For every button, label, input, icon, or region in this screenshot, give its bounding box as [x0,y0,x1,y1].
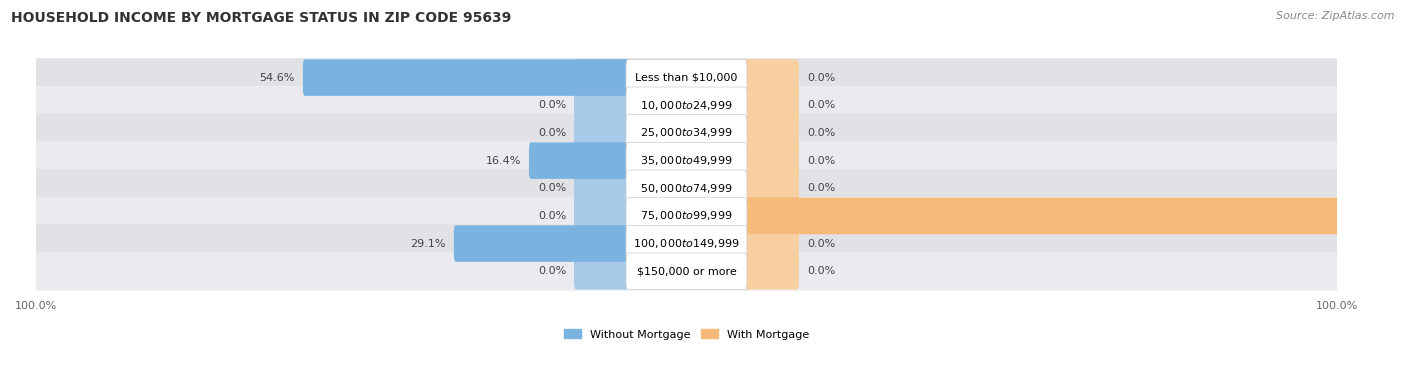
Text: HOUSEHOLD INCOME BY MORTGAGE STATUS IN ZIP CODE 95639: HOUSEHOLD INCOME BY MORTGAGE STATUS IN Z… [11,11,512,25]
Text: Source: ZipAtlas.com: Source: ZipAtlas.com [1277,11,1395,21]
FancyBboxPatch shape [34,58,1339,97]
Text: 0.0%: 0.0% [807,73,835,83]
Text: 100.0%: 100.0% [1347,211,1392,221]
FancyBboxPatch shape [529,143,630,179]
Text: $35,000 to $49,999: $35,000 to $49,999 [640,154,733,167]
FancyBboxPatch shape [742,115,799,151]
Text: 29.1%: 29.1% [411,239,446,248]
Text: 0.0%: 0.0% [807,266,835,276]
FancyBboxPatch shape [34,113,1339,152]
Text: 16.4%: 16.4% [485,156,522,166]
FancyBboxPatch shape [454,225,630,262]
FancyBboxPatch shape [574,253,630,290]
FancyBboxPatch shape [34,141,1339,180]
Text: Less than $10,000: Less than $10,000 [636,73,738,83]
FancyBboxPatch shape [626,59,747,96]
FancyBboxPatch shape [626,253,747,290]
FancyBboxPatch shape [742,198,1339,234]
FancyBboxPatch shape [742,225,799,262]
FancyBboxPatch shape [302,59,630,96]
Text: $25,000 to $34,999: $25,000 to $34,999 [640,126,733,139]
Text: 0.0%: 0.0% [538,183,567,193]
FancyBboxPatch shape [626,225,747,262]
Legend: Without Mortgage, With Mortgage: Without Mortgage, With Mortgage [560,325,814,344]
FancyBboxPatch shape [742,59,799,96]
FancyBboxPatch shape [574,170,630,207]
FancyBboxPatch shape [34,224,1339,263]
FancyBboxPatch shape [574,115,630,151]
Text: 0.0%: 0.0% [807,156,835,166]
FancyBboxPatch shape [574,59,630,96]
FancyBboxPatch shape [742,198,799,234]
FancyBboxPatch shape [34,169,1339,208]
Text: $100,000 to $149,999: $100,000 to $149,999 [633,237,740,250]
FancyBboxPatch shape [574,225,630,262]
FancyBboxPatch shape [34,86,1339,125]
FancyBboxPatch shape [34,196,1339,235]
FancyBboxPatch shape [574,143,630,179]
Text: 0.0%: 0.0% [807,100,835,110]
FancyBboxPatch shape [626,115,747,151]
FancyBboxPatch shape [626,198,747,234]
Text: $10,000 to $24,999: $10,000 to $24,999 [640,99,733,112]
FancyBboxPatch shape [742,87,799,124]
Text: 0.0%: 0.0% [538,211,567,221]
Text: 0.0%: 0.0% [807,239,835,248]
FancyBboxPatch shape [574,87,630,124]
Text: 0.0%: 0.0% [538,266,567,276]
Text: $75,000 to $99,999: $75,000 to $99,999 [640,209,733,222]
FancyBboxPatch shape [626,143,747,179]
Text: $150,000 or more: $150,000 or more [637,266,737,276]
FancyBboxPatch shape [626,87,747,124]
FancyBboxPatch shape [34,252,1339,291]
FancyBboxPatch shape [742,170,799,207]
Text: 0.0%: 0.0% [538,100,567,110]
Text: $50,000 to $74,999: $50,000 to $74,999 [640,182,733,195]
Text: 0.0%: 0.0% [538,128,567,138]
FancyBboxPatch shape [574,198,630,234]
FancyBboxPatch shape [626,170,747,207]
FancyBboxPatch shape [742,253,799,290]
Text: 54.6%: 54.6% [260,73,295,83]
Text: 0.0%: 0.0% [807,183,835,193]
Text: 0.0%: 0.0% [807,128,835,138]
FancyBboxPatch shape [742,143,799,179]
